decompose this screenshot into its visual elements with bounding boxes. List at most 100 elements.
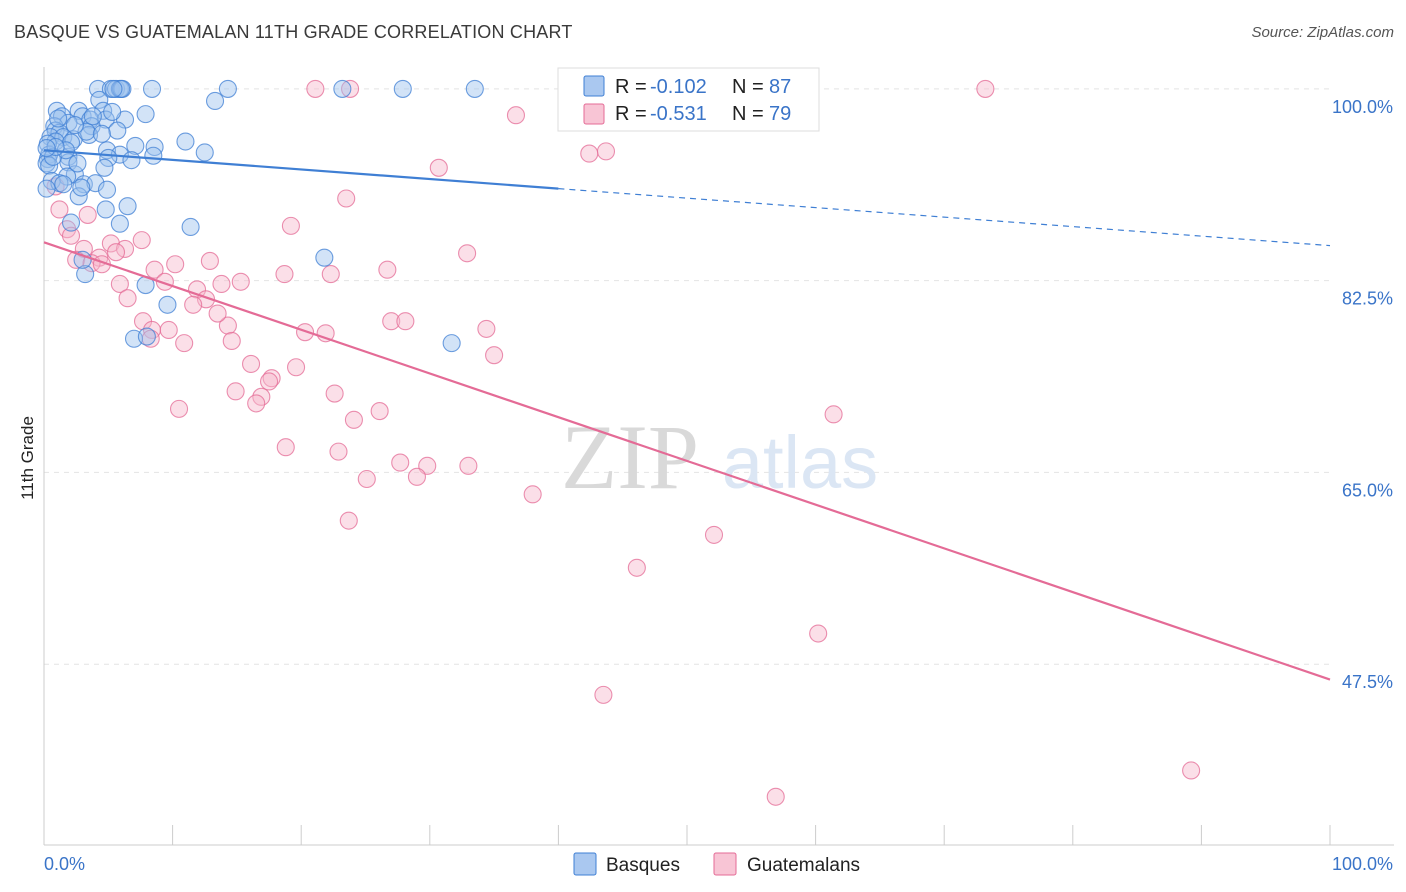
bottom-legend-basques-label: Basques (606, 855, 680, 876)
guatemalans-point-19 (166, 255, 185, 274)
basques-point-68 (77, 122, 96, 141)
tick-labels: 100.0% 82.5% 65.0% 47.5% 0.0% 100.0% (44, 97, 1393, 874)
guatemalans-point-47 (485, 346, 504, 365)
basques-point-38 (195, 143, 214, 162)
guatemalans-point-5 (429, 158, 448, 177)
basques-point-9 (465, 79, 484, 98)
guatemalans-point-43 (208, 304, 227, 323)
basques-trend-extension (558, 188, 1331, 247)
basques-point-17 (136, 105, 155, 124)
guatemalans-point-69 (704, 525, 724, 544)
guatemalans-point-46 (175, 334, 194, 353)
basques-point-56 (37, 179, 56, 198)
x-tick-label-1: 100.0% (1332, 854, 1393, 874)
legend-basques-n-value: 87 (769, 76, 791, 98)
basques-point-59 (118, 197, 137, 216)
legend-guatemalans-r-value: -0.531 (650, 103, 707, 125)
legend-basques-r-value: -0.102 (650, 76, 707, 98)
guatemalans-points (46, 79, 1201, 806)
guatemalans-point-37 (477, 319, 496, 338)
legend-guatemalans-n-value: 79 (769, 103, 791, 125)
basques-point-60 (96, 200, 115, 219)
legend-guatemalans-r-label: R = (615, 103, 647, 125)
guatemalans-point-32 (118, 289, 137, 308)
y-axis-title: 11th Grade (18, 416, 37, 500)
source-label: Source: ZipAtlas.com (1251, 24, 1394, 41)
guatemalans-point-6 (337, 189, 356, 208)
guatemalans-point-55 (247, 394, 266, 413)
y-tick-label-1: 82.5% (1342, 289, 1393, 309)
guatemalans-point-67 (523, 485, 542, 504)
basques-point-86 (65, 116, 84, 135)
guatemalans-point-11 (132, 231, 151, 250)
basques-point-72 (83, 107, 102, 126)
basques-points (37, 79, 484, 353)
guatemalans-point-7 (50, 200, 69, 219)
legend-guatemalans-swatch (583, 103, 605, 125)
y-tick-label-0: 100.0% (1332, 97, 1393, 117)
basques-point-34 (176, 132, 195, 151)
guatemalans-point-61 (329, 442, 348, 461)
legend-basques-n-label: N = (732, 76, 764, 98)
basques-point-77 (73, 250, 92, 269)
y-tick-label-3: 47.5% (1342, 672, 1393, 692)
basques-point-84 (37, 139, 56, 158)
guatemalans-point-23 (378, 260, 397, 279)
trend-lines (43, 149, 1331, 681)
basques-point-74 (92, 124, 111, 143)
basques-trend-line (43, 149, 559, 190)
guatemalans-point-2 (976, 79, 995, 98)
legend-basques-r-label: R = (615, 76, 647, 98)
guatemalans-point-62 (391, 453, 410, 472)
guatemalans-point-8 (281, 216, 300, 235)
basques-point-65 (76, 265, 95, 284)
basques-point-61 (61, 213, 81, 232)
guatemalans-point-49 (287, 358, 306, 377)
guatemalans-point-60 (276, 438, 295, 457)
guatemalans-point-29 (110, 274, 129, 294)
y-tick-label-2: 65.0% (1342, 480, 1393, 500)
basques-point-5 (142, 79, 162, 98)
basques-point-82 (137, 327, 156, 346)
guatemalans-point-68 (339, 511, 358, 530)
guatemalans-point-40 (218, 316, 237, 335)
guatemalans-point-74 (766, 787, 785, 806)
basques-point-80 (158, 295, 177, 314)
basques-point-7 (333, 79, 352, 98)
guatemalans-point-56 (169, 399, 189, 418)
basques-point-64 (315, 248, 334, 267)
basques-point-8 (393, 79, 412, 98)
basques-point-85 (103, 102, 122, 121)
guatemalans-point-33 (184, 295, 203, 314)
chart-title: BASQUE VS GUATEMALAN 11TH GRADE CORRELAT… (14, 22, 573, 42)
guatemalans-point-73 (1182, 761, 1201, 780)
basques-point-10 (112, 79, 131, 98)
guatemalans-point-28 (212, 274, 231, 294)
guatemalans-trend-line (43, 241, 1331, 681)
guatemalans-point-52 (226, 382, 245, 401)
guatemalans-point-24 (321, 265, 340, 284)
guatemalans-point-65 (357, 469, 376, 489)
guatemalans-point-50 (262, 369, 281, 388)
basques-point-41 (144, 146, 163, 165)
guatemalans-point-15 (458, 244, 477, 263)
guatemalans-point-0 (306, 79, 325, 98)
basques-point-83 (442, 334, 461, 353)
basques-point-70 (68, 154, 87, 173)
guatemalans-point-77 (580, 144, 599, 163)
guatemalans-point-18 (200, 251, 219, 271)
basques-point-62 (110, 214, 129, 233)
basques-point-75 (126, 136, 145, 155)
bottom-legend-guatemalans-swatch (713, 852, 737, 876)
guatemalans-point-72 (594, 685, 613, 704)
guatemalans-point-51 (259, 372, 279, 391)
guatemalans-point-25 (275, 265, 294, 284)
bottom-legend-guatemalans-label: Guatemalans (747, 855, 860, 876)
basques-point-78 (122, 151, 141, 170)
guatemalans-point-12 (101, 234, 120, 253)
legend-guatemalans-n-label: N = (732, 103, 764, 125)
x-tick-label-0: 0.0% (44, 854, 85, 874)
guatemalans-point-4 (596, 142, 616, 161)
basques-point-57 (97, 180, 117, 199)
